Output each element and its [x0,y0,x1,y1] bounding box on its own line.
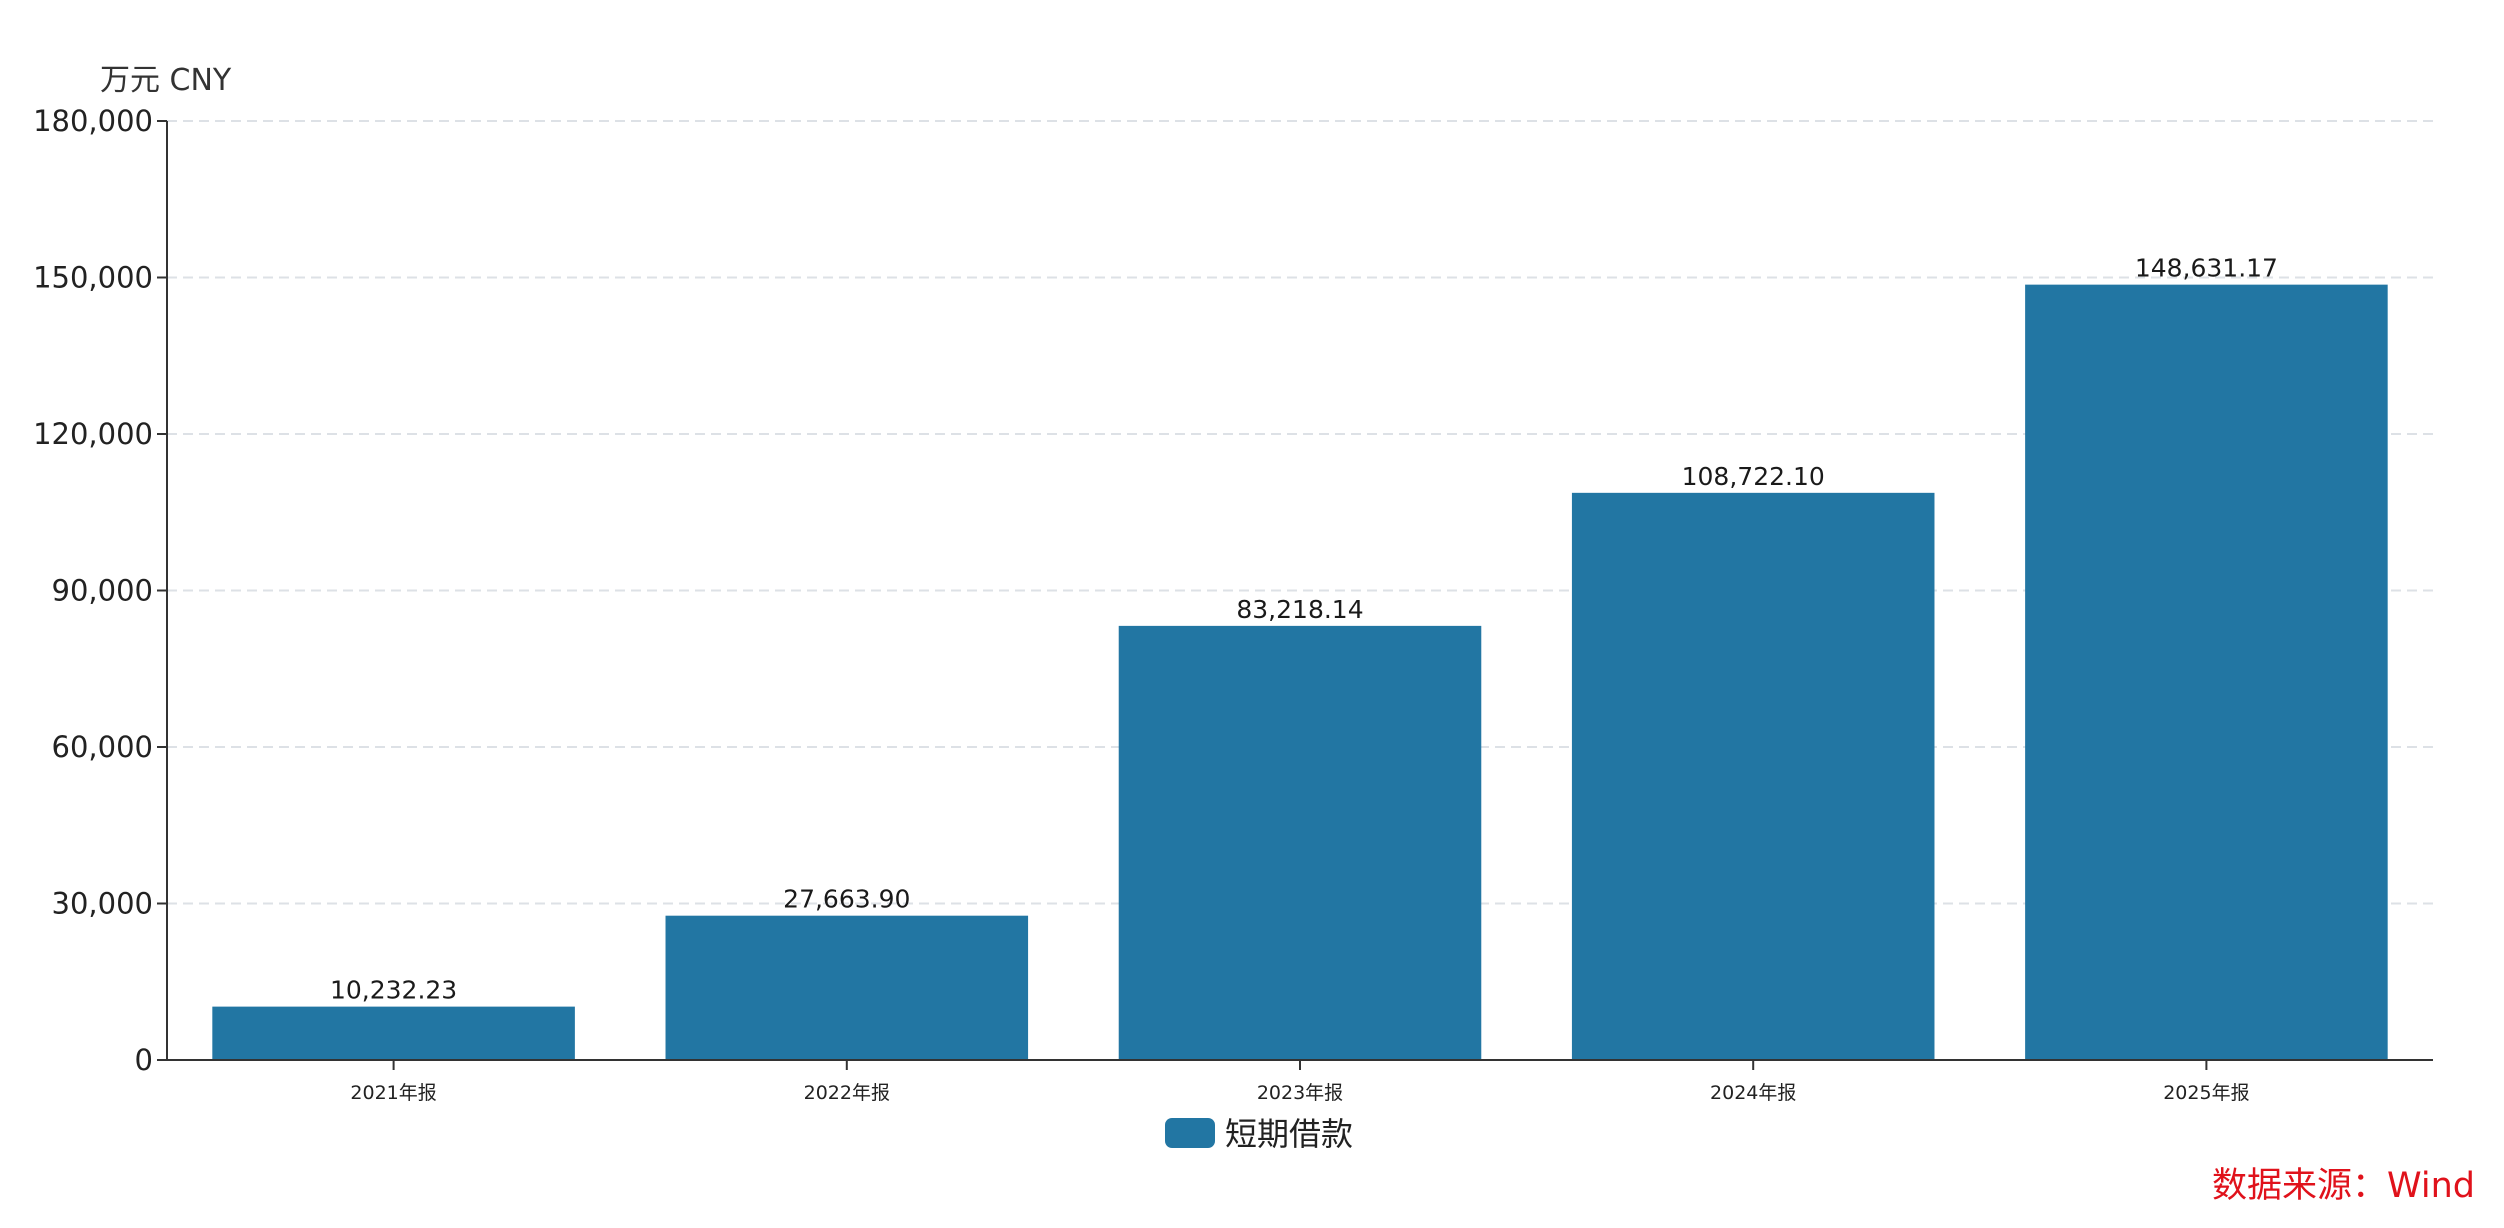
legend-swatch [1165,1118,1215,1148]
bar-value-label: 27,663.90 [783,885,910,914]
bar [212,1006,575,1060]
y-tick-label: 0 [135,1043,153,1077]
y-axis: 0 30,000 60,000 90,000 120,000 150,000 180,000 [33,104,168,1077]
x-axis: 2021年报 2022年报 2023年报 2024年报 2025年报 [157,1059,2433,1104]
x-tick-label: 2022年报 [804,1082,890,1104]
bar-series [212,284,2388,1061]
y-tick-label: 180,000 [33,104,153,138]
x-tick-label: 2025年报 [2163,1082,2249,1104]
bar [2025,284,2388,1060]
bar-value-label: 10,232.23 [330,976,457,1005]
x-tick-label: 2023年报 [1257,1082,1343,1104]
data-source-label: 数据来源：Wind [2212,1166,2475,1206]
x-tick-label: 2021年报 [350,1082,436,1104]
x-tick-label: 2024年报 [1710,1082,1796,1104]
bar [665,915,1029,1060]
y-tick-label: 60,000 [52,730,153,764]
bar [1571,492,1935,1061]
bar [1118,625,1482,1060]
legend-label-short-term-loans: 短期借款 [1225,1115,1353,1153]
y-tick-label: 30,000 [52,887,153,921]
legend: 短期借款 [1165,1115,1353,1153]
data-labels: 10,232.23 27,663.90 83,218.14 108,722.10 148… [330,254,2278,1005]
y-axis-unit-label: 万元 CNY [100,63,232,98]
y-tick-label: 150,000 [33,261,153,295]
bar-value-label: 83,218.14 [1236,595,1363,624]
y-tick-label: 90,000 [52,574,153,608]
y-tick-label: 120,000 [33,417,153,451]
bar-value-label: 108,722.10 [1682,462,1825,491]
bar-value-label: 148,631.17 [2135,254,2278,283]
